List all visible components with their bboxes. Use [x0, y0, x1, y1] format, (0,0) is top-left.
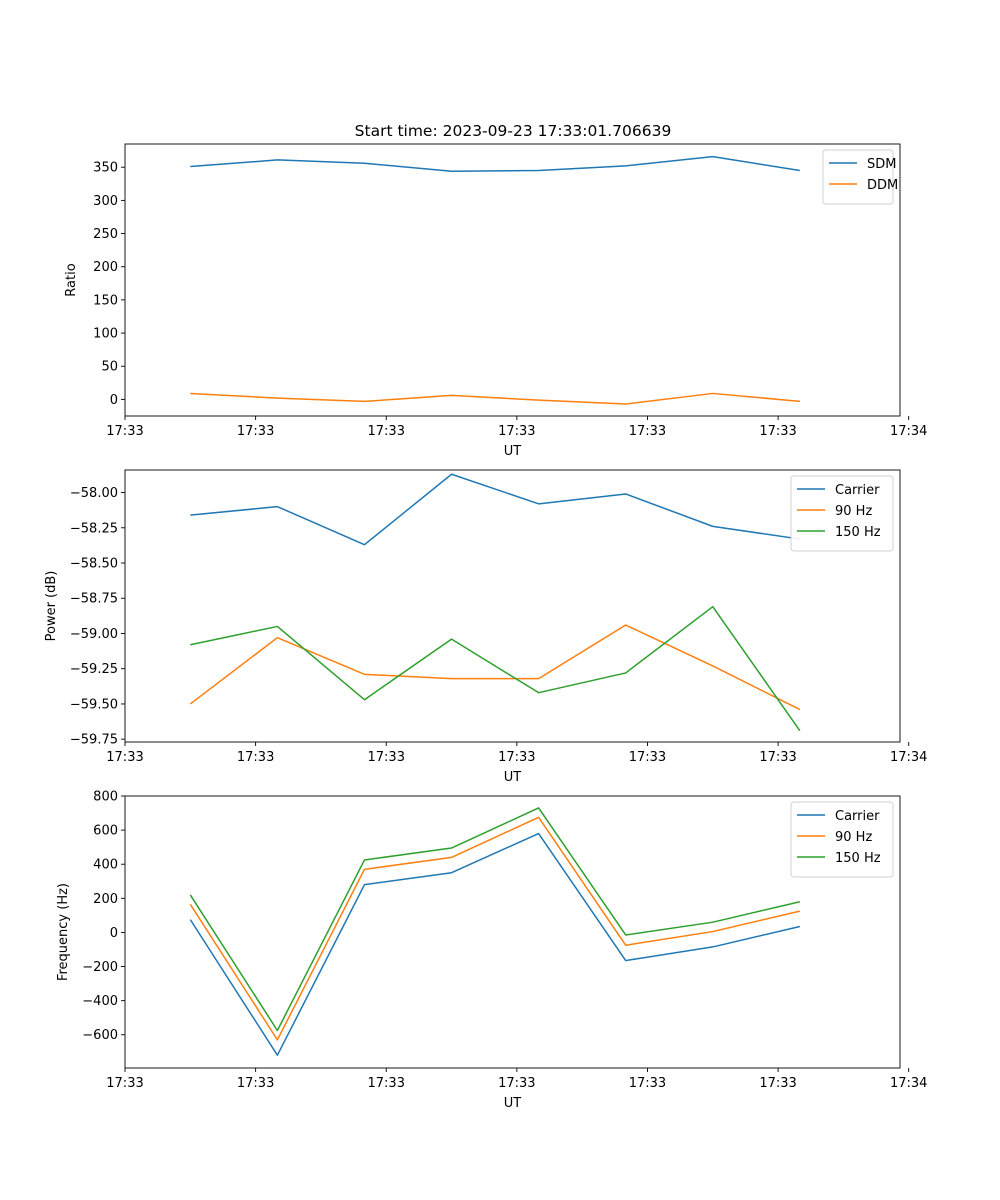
ratio-x-tick-label: 17:33 — [498, 424, 535, 439]
ratio-x-tick-label: 17:33 — [368, 424, 405, 439]
power-series-90-hz — [189, 624, 801, 711]
frequency-y-tick-label: 0 — [110, 926, 118, 941]
power-x-tick-label: 17:34 — [890, 750, 927, 765]
frequency-x-tick-label: 17:33 — [498, 1076, 535, 1091]
power-x-tick-label: 17:33 — [368, 750, 405, 765]
ratio-y-tick-label: 0 — [110, 393, 118, 408]
ratio-y-tick-label: 50 — [101, 360, 118, 375]
power-legend-label: 90 Hz — [835, 504, 872, 519]
power-panel: 17:33 17:33 17:33 17:33 17:33 17:33 17:34 −59.7… — [44, 469, 927, 785]
ratio-y-tick-label: 300 — [93, 194, 118, 209]
power-x-tick-label: 17:33 — [237, 750, 274, 765]
frequency-x-tick-label: 17:33 — [368, 1076, 405, 1091]
power-x-axis-label: UT — [504, 770, 522, 785]
frequency-y-tick-label: −200 — [82, 960, 118, 975]
power-x-tick-label: 17:33 — [498, 750, 535, 765]
power-y-axis-label: Power (dB) — [44, 571, 59, 642]
power-y-tick-label: −58.25 — [70, 521, 118, 536]
frequency-x-tick-label: 17:33 — [106, 1076, 143, 1091]
ratio-series-ddm — [190, 392, 800, 405]
power-y-tick-label: −59.50 — [70, 697, 118, 712]
power-legend-label: 150 Hz — [835, 525, 881, 540]
frequency-y-axis-label: Frequency (Hz) — [56, 883, 71, 981]
frequency-legend-label: 150 Hz — [835, 851, 881, 866]
ratio-x-tick-label: 17:33 — [106, 424, 143, 439]
power-x-tick-label: 17:33 — [759, 750, 796, 765]
ratio-x-axis-label: UT — [504, 444, 522, 459]
power-y-tick-label: −58.50 — [70, 557, 118, 572]
ratio-y-tick-label: 100 — [93, 327, 118, 342]
power-y-tick-label: −58.00 — [70, 486, 118, 501]
ratio-x-tick-label: 17:33 — [629, 424, 666, 439]
frequency-y-tick-label: −400 — [82, 994, 118, 1009]
frequency-y-tick-label: 600 — [93, 824, 118, 839]
ratio-y-tick-label: 200 — [93, 260, 118, 275]
frequency-legend-label: Carrier — [835, 809, 880, 824]
frequency-x-tick-label: 17:33 — [237, 1076, 274, 1091]
power-series-carrier — [190, 473, 800, 546]
ratio-axes-frame — [124, 143, 901, 417]
frequency-series-150-hz — [189, 807, 801, 1032]
ratio-x-tick-label: 17:33 — [237, 424, 274, 439]
ratio-y-tick-label: 250 — [93, 227, 118, 242]
power-x-tick-label: 17:33 — [629, 750, 666, 765]
ratio-legend-label: SDM — [867, 157, 896, 172]
frequency-series-90-hz — [189, 816, 801, 1041]
ratio-legend-label: DDM — [867, 178, 898, 193]
frequency-x-axis-label: UT — [504, 1096, 522, 1111]
ratio-series-sdm — [190, 155, 800, 172]
power-y-tick-label: −59.00 — [70, 627, 118, 642]
ratio-y-tick-label: 150 — [93, 293, 118, 308]
figure-title: Start time: 2023-09-23 17:33:01.706639 — [355, 122, 672, 140]
power-y-tick-label: −58.75 — [70, 592, 118, 607]
frequency-x-tick-label: 17:33 — [629, 1076, 666, 1091]
frequency-legend-label: 90 Hz — [835, 830, 872, 845]
frequency-panel: 17:33 17:33 17:33 17:33 17:33 17:33 17:34 −600 −… — [56, 790, 927, 1112]
frequency-y-tick-label: −600 — [82, 1028, 118, 1043]
power-series-150-hz — [190, 605, 801, 732]
frequency-y-tick-label: 400 — [93, 858, 118, 873]
ratio-x-tick-label: 17:34 — [890, 424, 927, 439]
ratio-panel: 17:33 17:33 17:33 17:33 17:33 17:33 17:34 0 50 10… — [64, 143, 927, 459]
power-axes-frame — [124, 469, 901, 743]
frequency-series-carrier — [189, 832, 801, 1056]
frequency-x-tick-label: 17:34 — [890, 1076, 927, 1091]
frequency-x-tick-label: 17:33 — [759, 1076, 796, 1091]
power-x-tick-label: 17:33 — [106, 750, 143, 765]
power-legend — [790, 475, 894, 552]
frequency-y-tick-label: 200 — [93, 892, 118, 907]
frequency-y-tick-label: 800 — [93, 790, 118, 805]
power-y-tick-label: −59.75 — [70, 733, 118, 748]
ratio-y-tick-label: 350 — [93, 161, 118, 176]
power-legend-label: Carrier — [835, 483, 880, 498]
frequency-legend — [790, 801, 894, 878]
ratio-y-axis-label: Ratio — [64, 263, 79, 296]
power-y-tick-label: −59.25 — [70, 662, 118, 677]
ratio-x-tick-label: 17:33 — [759, 424, 796, 439]
